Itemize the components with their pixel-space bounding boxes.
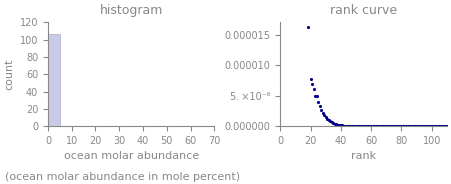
Bar xyxy=(48,34,60,126)
Text: (ocean molar abundance in mole percent): (ocean molar abundance in mole percent) xyxy=(5,172,239,182)
Y-axis label: count: count xyxy=(4,59,14,90)
Title: rank curve: rank curve xyxy=(330,4,397,17)
Title: histogram: histogram xyxy=(100,4,163,17)
X-axis label: rank: rank xyxy=(351,151,376,161)
X-axis label: ocean molar abundance: ocean molar abundance xyxy=(64,151,199,161)
